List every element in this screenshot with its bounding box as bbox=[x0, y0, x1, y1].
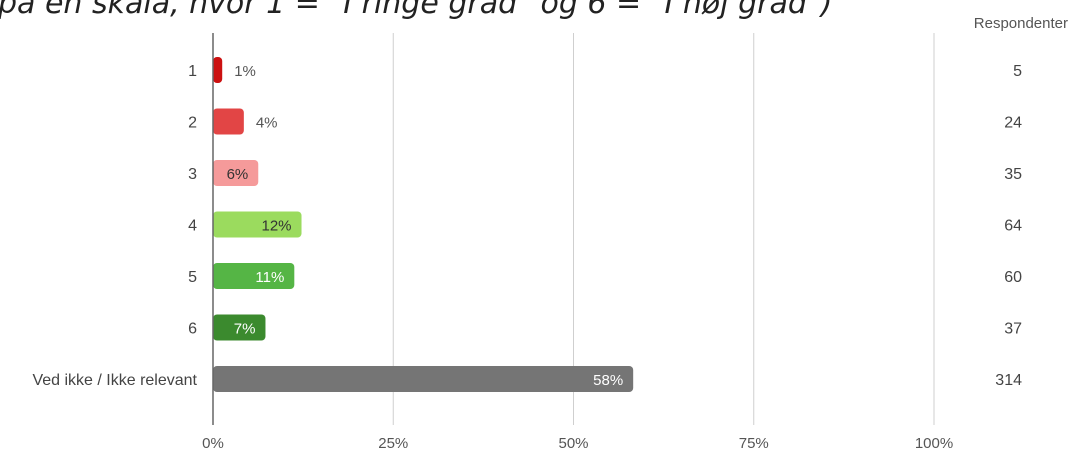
category-label: 4 bbox=[188, 218, 197, 235]
category-label: 5 bbox=[188, 269, 197, 286]
data-label: 1% bbox=[234, 63, 256, 80]
data-label: 12% bbox=[261, 218, 291, 235]
data-label: 4% bbox=[256, 115, 278, 132]
bar bbox=[213, 263, 295, 289]
x-tick-label: 75% bbox=[739, 435, 769, 449]
respondent-count: 37 bbox=[1004, 321, 1022, 338]
bar bbox=[213, 160, 259, 186]
count-header: Respondenter bbox=[974, 15, 1068, 32]
bar bbox=[213, 211, 302, 238]
bar bbox=[213, 108, 244, 135]
x-tick-label: 0% bbox=[202, 435, 224, 449]
data-label: 58% bbox=[593, 372, 623, 389]
x-tick-label: 50% bbox=[558, 435, 588, 449]
bar bbox=[213, 57, 223, 83]
data-label: 7% bbox=[234, 321, 256, 338]
category-label: 1 bbox=[188, 63, 197, 80]
data-label: 11% bbox=[255, 269, 284, 286]
category-label: 3 bbox=[188, 166, 197, 183]
category-label: 2 bbox=[188, 115, 197, 132]
respondent-count: 24 bbox=[1004, 115, 1022, 132]
data-label: 6% bbox=[227, 166, 249, 183]
category-label: 6 bbox=[188, 321, 197, 338]
chart-title: på en skala, hvor 1 = "I ringe grad" og … bbox=[0, 0, 833, 21]
category-label: Ved ikke / Ikke relevant bbox=[32, 372, 197, 389]
bar bbox=[213, 366, 634, 392]
respondent-count: 60 bbox=[1004, 269, 1022, 286]
respondent-count: 64 bbox=[1004, 218, 1022, 235]
bar bbox=[213, 314, 266, 341]
respondent-count: 314 bbox=[995, 372, 1022, 389]
x-tick-label: 100% bbox=[915, 435, 953, 449]
respondent-count: 35 bbox=[1004, 166, 1022, 183]
respondent-count: 5 bbox=[1013, 63, 1022, 80]
x-tick-label: 25% bbox=[378, 435, 408, 449]
